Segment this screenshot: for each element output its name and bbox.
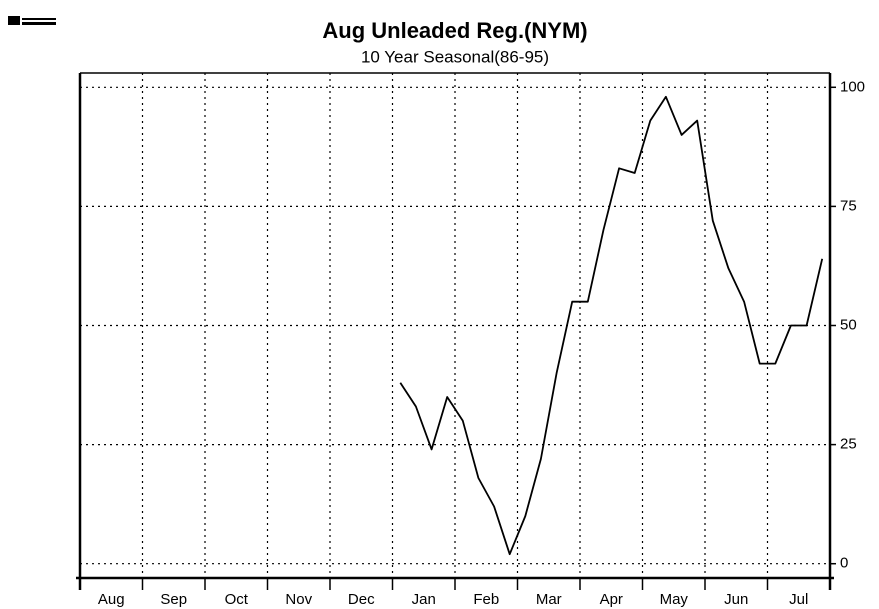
x-tick-label: Jun: [724, 591, 748, 608]
data-line: [399, 95, 824, 556]
x-tick-label: Oct: [225, 591, 249, 608]
y-tick-label: 100: [840, 78, 865, 95]
x-tick-label: Nov: [285, 591, 312, 608]
x-tick-label: Mar: [536, 591, 562, 608]
x-tick-label: Aug: [98, 591, 125, 608]
y-tick-label: 75: [840, 197, 857, 214]
chart-subtitle: 10 Year Seasonal(86-95): [361, 47, 549, 66]
x-tick-label: Dec: [348, 591, 375, 608]
x-tick-label: Sep: [160, 591, 187, 608]
x-tick-label: May: [660, 591, 689, 608]
x-tick-label: Jan: [412, 591, 436, 608]
y-tick-label: 0: [840, 555, 848, 572]
x-tick-label: Feb: [473, 591, 499, 608]
chart-title: Aug Unleaded Reg.(NYM): [322, 18, 587, 43]
y-tick-label: 25: [840, 436, 857, 453]
logo: [8, 16, 56, 25]
y-tick-label: 50: [840, 316, 857, 333]
x-tick-label: Jul: [789, 591, 808, 608]
x-tick-label: Apr: [600, 591, 623, 608]
